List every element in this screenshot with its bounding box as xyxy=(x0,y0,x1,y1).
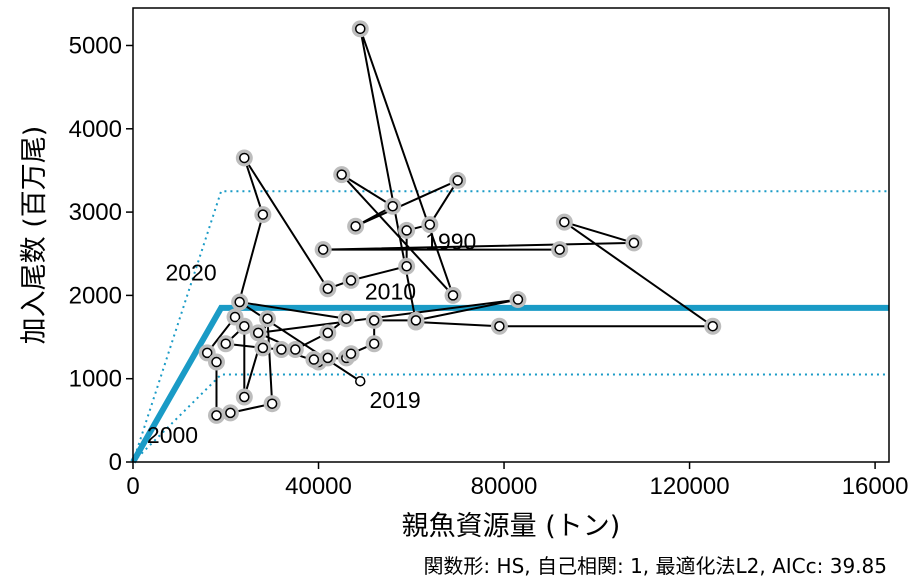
data-point xyxy=(322,352,334,364)
y-tick-label: 5000 xyxy=(69,32,122,59)
data-point xyxy=(290,344,301,355)
data-point xyxy=(308,354,320,365)
year-label: 2019 xyxy=(370,387,421,413)
data-points xyxy=(198,20,722,424)
data-point xyxy=(512,294,524,305)
data-point xyxy=(276,344,287,355)
data-point xyxy=(211,356,222,368)
y-tick-label: 1000 xyxy=(69,366,122,393)
data-point xyxy=(350,221,361,232)
data-point xyxy=(239,391,250,403)
data-point xyxy=(494,320,505,332)
data-point xyxy=(554,244,565,255)
data-point xyxy=(410,315,422,326)
data-point xyxy=(257,342,269,354)
data-point xyxy=(447,290,459,301)
x-tick-label: 0 xyxy=(126,473,139,500)
data-point xyxy=(211,410,222,421)
x-tick-label: 16000 xyxy=(842,473,909,500)
data-point xyxy=(401,260,412,272)
y-tick-label: 2000 xyxy=(69,282,122,309)
y-tick-label: 0 xyxy=(109,449,122,476)
data-point xyxy=(239,320,250,332)
data-point xyxy=(707,320,719,332)
year-label: 2000 xyxy=(147,422,198,448)
data-point xyxy=(322,327,334,339)
data-point xyxy=(368,315,380,326)
data-point xyxy=(317,244,329,255)
year-label: 2010 xyxy=(365,279,416,305)
data-point xyxy=(401,225,412,236)
data-point xyxy=(322,283,334,294)
y-tick-label: 4000 xyxy=(69,116,122,143)
hs-fit-line xyxy=(130,304,889,464)
data-point xyxy=(387,201,398,212)
y-axis-title: 加入尾数 (百万尾) xyxy=(19,126,50,345)
data-point xyxy=(201,347,213,359)
data-point xyxy=(229,311,241,323)
data-point xyxy=(252,327,264,339)
annotations: 1990 2000 2010 2020 2019 xyxy=(147,229,476,448)
x-tick-label: 40000 xyxy=(285,473,352,500)
fit-lines xyxy=(130,190,889,464)
x-tick-label: 120000 xyxy=(650,473,730,500)
plot-frame xyxy=(132,7,890,463)
year-label: 2020 xyxy=(165,259,216,285)
data-point xyxy=(336,169,347,180)
x-axis-title: 親魚資源量 (トン) xyxy=(402,511,621,542)
data-point xyxy=(628,237,640,249)
data-point xyxy=(452,175,463,186)
data-point xyxy=(341,313,352,324)
y-axis: 0 1000 2000 3000 4000 5000 xyxy=(69,32,133,476)
caption: 関数形: HS, 自己相関: 1, 最適化法L2, AICc: 39.85 xyxy=(423,554,887,578)
data-point xyxy=(424,219,436,230)
data-point xyxy=(355,23,366,35)
data-point xyxy=(225,407,236,419)
data-point xyxy=(368,338,380,349)
y-tick-label: 3000 xyxy=(69,199,122,226)
data-point xyxy=(345,275,357,286)
data-point xyxy=(355,375,366,387)
data-point xyxy=(345,348,357,359)
data-point xyxy=(239,152,250,164)
x-axis: 0 40000 80000 120000 16000 xyxy=(126,462,908,500)
data-point xyxy=(266,398,278,409)
x-tick-label: 80000 xyxy=(471,473,538,500)
data-point xyxy=(220,338,232,349)
data-point xyxy=(559,216,570,228)
data-point xyxy=(234,296,245,308)
data-point xyxy=(257,209,269,220)
data-point xyxy=(262,313,273,324)
year-label: 1990 xyxy=(425,229,476,255)
